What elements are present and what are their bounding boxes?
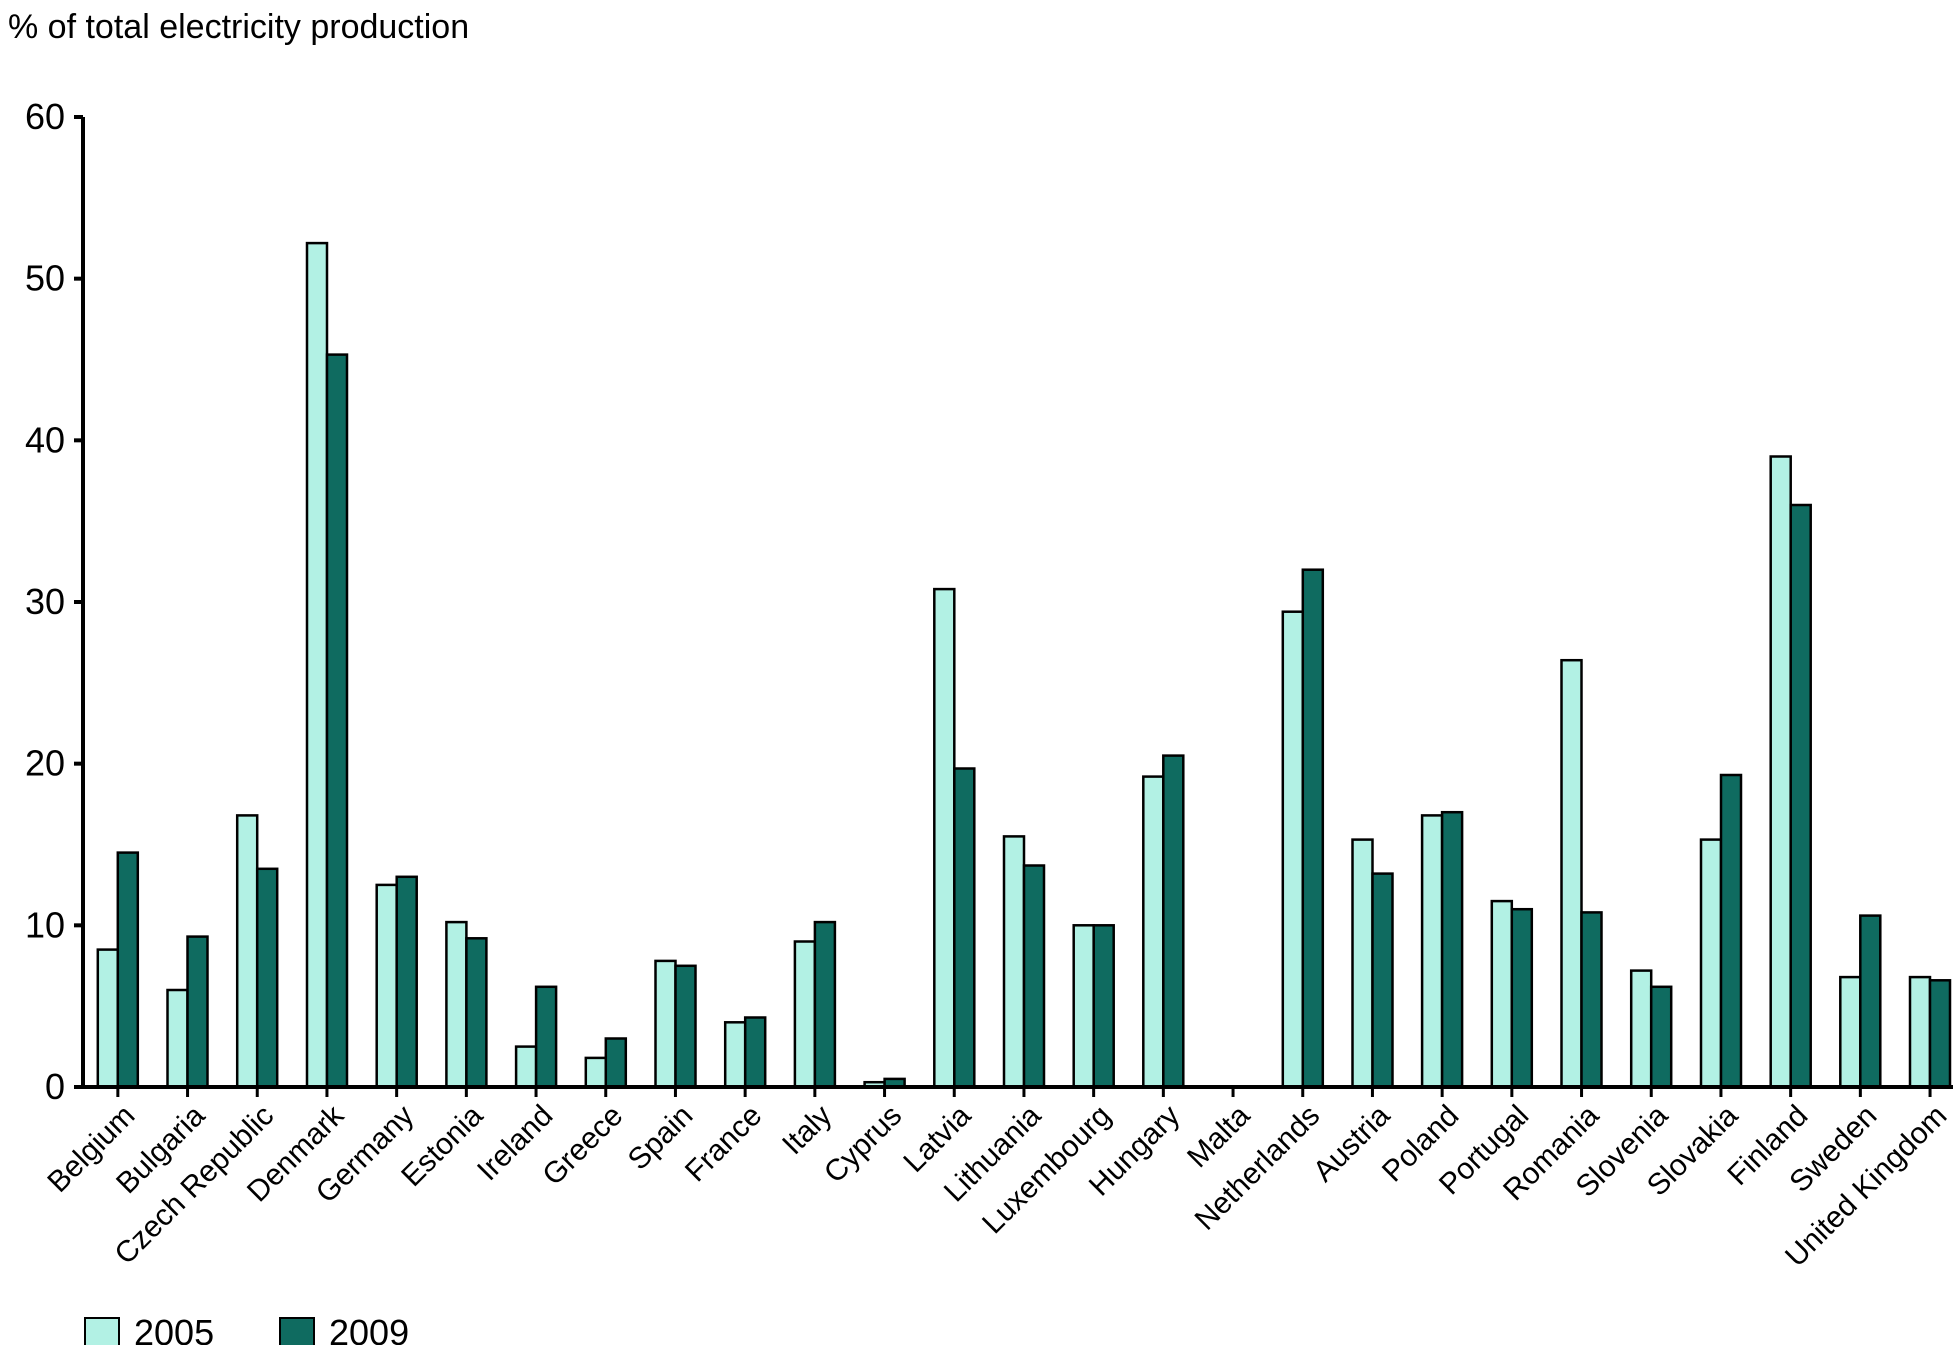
svg-text:30: 30 (25, 581, 65, 622)
svg-text:50: 50 (25, 258, 65, 299)
svg-text:0: 0 (45, 1066, 65, 1107)
svg-text:10: 10 (25, 904, 65, 945)
svg-text:40: 40 (25, 419, 65, 460)
svg-text:60: 60 (25, 96, 65, 137)
svg-text:20: 20 (25, 743, 65, 784)
